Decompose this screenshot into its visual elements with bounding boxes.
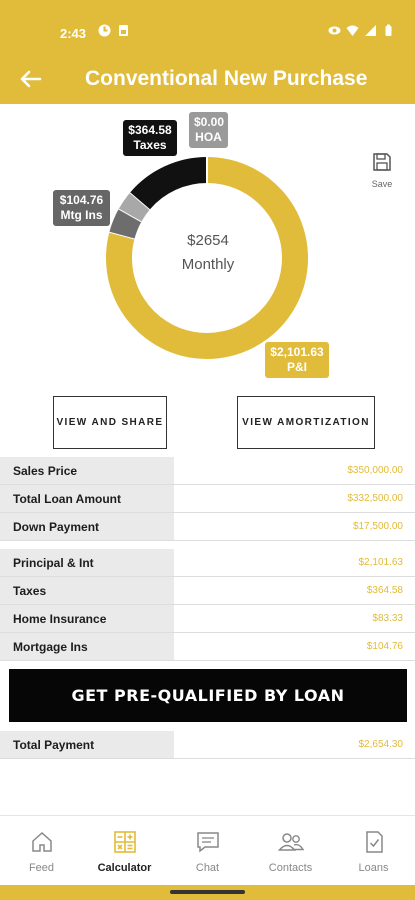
nav-label: Chat — [195, 862, 220, 874]
home-icon — [31, 831, 52, 852]
save-button[interactable]: Save — [366, 152, 398, 192]
view-and-share-button[interactable]: VIEW AND SHARE — [53, 396, 167, 449]
view-amortization-button[interactable]: VIEW AMORTIZATION — [237, 396, 375, 449]
nav-label: Loans — [358, 862, 389, 874]
nav-item-loans[interactable]: Loans — [332, 816, 415, 885]
total-table: Total Payment $2,654.30 — [0, 731, 415, 759]
nav-label: Feed — [28, 862, 55, 874]
slice-separator — [118, 207, 143, 223]
total-label: Total Payment — [0, 731, 174, 758]
hoa-callout: $0.00 HOA — [189, 112, 228, 148]
table-row: Down Payment $17,500.00 — [0, 513, 415, 541]
row-label: Principal & Int — [0, 549, 174, 576]
gesture-handle[interactable] — [170, 890, 245, 894]
payment-donut-chart — [106, 157, 308, 359]
arrow-left-icon — [20, 70, 42, 88]
page-title: Conventional New Purchase — [85, 67, 368, 90]
monthly-label: Monthly — [181, 256, 235, 273]
nav-item-feed[interactable]: Feed — [0, 816, 83, 885]
table-row: Mortgage Ins $104.76 — [0, 633, 415, 661]
save-icon — [373, 153, 391, 171]
save-label: Save — [371, 179, 393, 189]
monthly-amount: $2654 — [187, 232, 229, 249]
table-row: Sales Price $350,000.00 — [0, 457, 415, 485]
row-value: $350,000.00 — [174, 457, 415, 484]
sim-icon — [119, 25, 128, 36]
loans-icon — [365, 831, 383, 853]
table-row: Principal & Int $2,101.63 — [0, 549, 415, 577]
pi-callout: $2,101.63 P&I — [265, 342, 329, 378]
pi-amount: $2,101.63 — [270, 345, 324, 359]
back-button[interactable] — [14, 64, 46, 94]
row-value: $104.76 — [174, 633, 415, 660]
taxes-amount: $364.58 — [128, 123, 172, 137]
payment-chart: $2654 Monthly $364.58 Taxes $0.00 HOA $1… — [0, 104, 415, 394]
nav-label: Contacts — [268, 862, 313, 874]
nav-item-chat[interactable]: Chat — [166, 816, 249, 885]
calculator-icon — [113, 831, 136, 853]
app-bar: Conventional New Purchase — [0, 52, 415, 104]
table-row: Taxes $364.58 — [0, 577, 415, 605]
nav-label: Calculator — [97, 862, 152, 874]
row-value: $364.58 — [174, 577, 415, 604]
get-prequalified-button[interactable]: GET PRE-QUALIFIED BY LOAN — [9, 669, 407, 722]
row-value: $2,101.63 — [174, 549, 415, 576]
chat-icon — [196, 832, 219, 853]
row-label: Home Insurance — [0, 605, 174, 632]
table-row: Total Loan Amount $332,500.00 — [0, 485, 415, 513]
bottom-navigation: Feed Calculator Chat Contacts Loans — [0, 815, 415, 885]
eye-icon — [328, 26, 341, 35]
nav-item-contacts[interactable]: Contacts — [249, 816, 332, 885]
row-label: Mortgage Ins — [0, 633, 174, 660]
status-system-icons — [328, 24, 395, 37]
home-insurance-slice — [118, 192, 151, 222]
row-label: Total Loan Amount — [0, 485, 174, 512]
pi-label: P&I — [286, 360, 307, 374]
mtg-ins-amount: $104.76 — [59, 193, 104, 207]
row-label: Down Payment — [0, 513, 174, 540]
taxes-slice — [130, 157, 208, 210]
row-value: $17,500.00 — [174, 513, 415, 540]
total-value: $2,654.30 — [174, 731, 415, 758]
status-time: 2:43 — [60, 26, 87, 41]
mtg-ins-label: Mtg Ins — [60, 208, 103, 222]
hoa-amount: $0.00 — [194, 115, 225, 129]
battery-icon — [385, 24, 392, 36]
hoa-label: HOA — [195, 130, 222, 144]
taxes-callout: $364.58 Taxes — [123, 120, 177, 156]
signal-icon — [365, 25, 376, 36]
pi-slice — [106, 157, 308, 359]
wifi-icon — [346, 25, 359, 36]
app-notification-icon — [98, 24, 111, 37]
row-value: $332,500.00 — [174, 485, 415, 512]
row-value: $83.33 — [174, 605, 415, 632]
table-row: Home Insurance $83.33 — [0, 605, 415, 633]
taxes-label: Taxes — [133, 138, 167, 152]
nav-item-calculator[interactable]: Calculator — [83, 816, 166, 885]
contacts-icon — [277, 833, 304, 851]
total-row: Total Payment $2,654.30 — [0, 731, 415, 759]
payment-breakdown-table: Principal & Int $2,101.63 Taxes $364.58 … — [0, 549, 415, 661]
row-label: Taxes — [0, 577, 174, 604]
row-label: Sales Price — [0, 457, 174, 484]
status-notification-icons — [98, 24, 130, 37]
loan-summary-table: Sales Price $350,000.00 Total Loan Amoun… — [0, 457, 415, 541]
status-bar: 2:43 — [0, 0, 415, 52]
mtg-ins-callout: $104.76 Mtg Ins — [53, 190, 110, 226]
